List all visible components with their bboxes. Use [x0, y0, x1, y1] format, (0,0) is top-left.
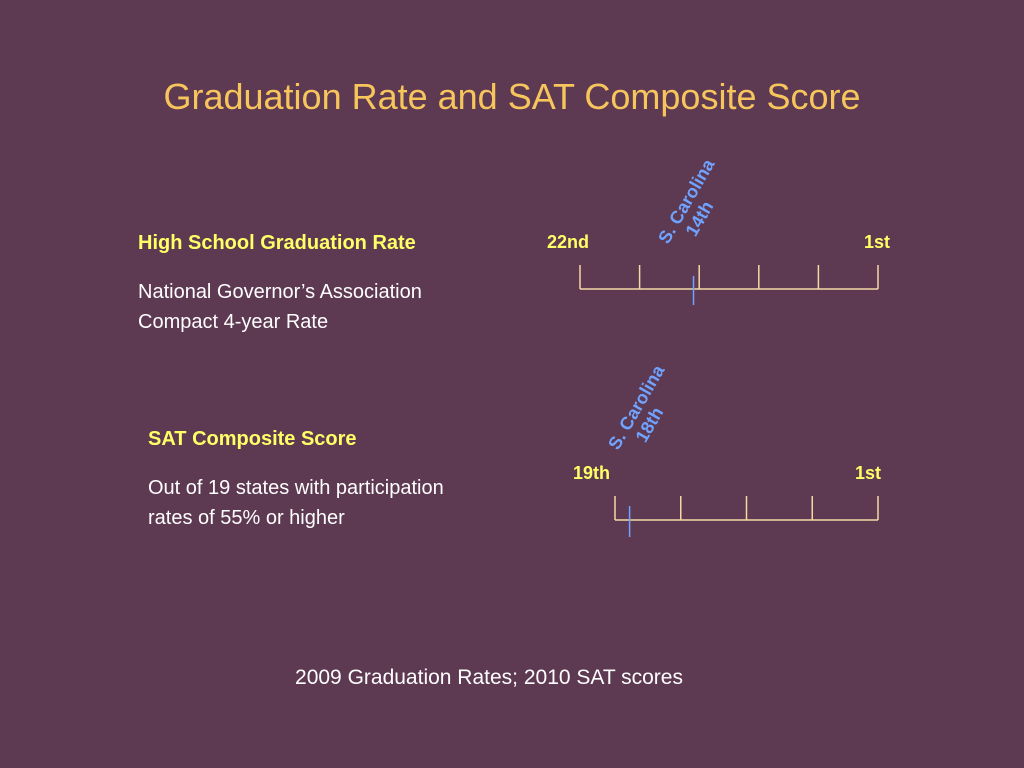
- graduation-marker-label: S. Carolina 14th: [654, 155, 719, 247]
- graduation-rate-description: National Governor’s Association Compact …: [138, 277, 422, 337]
- graduation-rank-scale: 22nd 1st S. Carolina 14th: [547, 155, 890, 305]
- graduation-scale-left-label: 22nd: [547, 232, 589, 252]
- footnote: 2009 Graduation Rates; 2010 SAT scores: [295, 666, 683, 689]
- sat-score-description: Out of 19 states with participation rate…: [148, 473, 444, 533]
- sat-score-heading: SAT Composite Score: [148, 428, 357, 450]
- sat-rank-scale: 19th 1st S. Carolina 18th: [573, 361, 881, 537]
- sat-scale-ticks: [614, 496, 879, 521]
- sat-score-desc-line1: Out of 19 states with participation: [148, 477, 444, 499]
- graduation-rate-heading: High School Graduation Rate: [138, 232, 416, 254]
- graduation-rate-desc-line1: National Governor’s Association: [138, 281, 422, 303]
- sat-score-block: SAT Composite Score Out of 19 states wit…: [148, 428, 444, 533]
- slide-title: Graduation Rate and SAT Composite Score: [163, 76, 861, 117]
- sat-marker-label: S. Carolina 18th: [604, 361, 669, 453]
- sat-scale-left-label: 19th: [573, 463, 610, 483]
- sat-scale-right-label: 1st: [855, 463, 881, 483]
- sat-score-desc-line2: rates of 55% or higher: [148, 507, 345, 529]
- graduation-scale-right-label: 1st: [864, 232, 890, 252]
- graduation-scale-ticks: [579, 265, 879, 290]
- graduation-rate-desc-line2: Compact 4-year Rate: [138, 311, 329, 333]
- graduation-rate-block: High School Graduation Rate National Gov…: [138, 232, 422, 337]
